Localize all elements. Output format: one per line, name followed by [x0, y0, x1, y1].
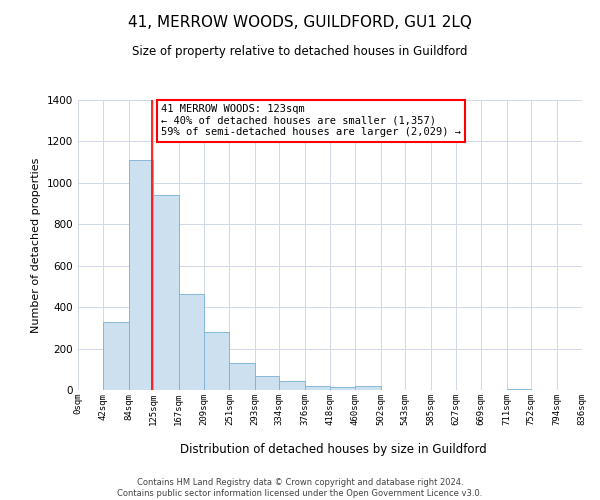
Bar [179, 294, 204, 390]
Bar [506, 389, 532, 390]
Bar [103, 322, 128, 390]
Bar [229, 364, 254, 390]
Bar [254, 376, 280, 390]
Text: 41, MERROW WOODS, GUILDFORD, GU1 2LQ: 41, MERROW WOODS, GUILDFORD, GU1 2LQ [128, 15, 472, 30]
Bar [305, 386, 330, 390]
Text: Size of property relative to detached houses in Guildford: Size of property relative to detached ho… [132, 45, 468, 58]
Y-axis label: Number of detached properties: Number of detached properties [31, 158, 41, 332]
Bar [355, 386, 380, 390]
Bar [330, 387, 355, 390]
Bar [280, 381, 305, 390]
Text: Contains HM Land Registry data © Crown copyright and database right 2024.
Contai: Contains HM Land Registry data © Crown c… [118, 478, 482, 498]
Text: 41 MERROW WOODS: 123sqm
← 40% of detached houses are smaller (1,357)
59% of semi: 41 MERROW WOODS: 123sqm ← 40% of detache… [161, 104, 461, 138]
Bar [204, 332, 229, 390]
Text: Distribution of detached houses by size in Guildford: Distribution of detached houses by size … [179, 442, 487, 456]
Bar [128, 160, 154, 390]
Bar [154, 196, 179, 390]
